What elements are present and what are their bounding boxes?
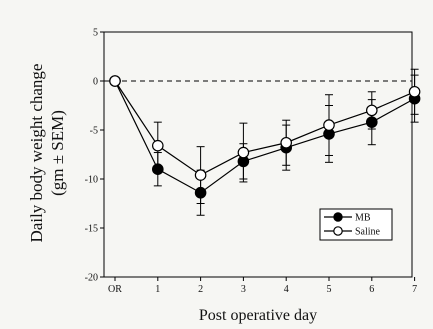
x-tick-label: 2 [198, 284, 203, 295]
y-tick-label: -10 [85, 175, 98, 186]
legend-label-saline: Saline [355, 227, 381, 238]
y-tick-label: -20 [85, 273, 98, 284]
y-tick-label: 5 [93, 28, 98, 39]
y-tick-label: -15 [85, 224, 98, 235]
legend: MB Saline [319, 208, 393, 241]
x-tick-label: 1 [155, 284, 160, 295]
legend-label-mb: MB [355, 213, 371, 224]
ticks-layer: 5 0 -5 -10 -15 -20 OR 1 2 3 4 5 6 7 [85, 28, 417, 296]
x-tick-label: 5 [327, 284, 332, 295]
y-axis-title-line1: Daily body weight change [27, 64, 46, 243]
y-axis-title: Daily body weight change (gm ± SEM) [27, 64, 67, 243]
data-point-saline [194, 169, 207, 181]
x-tick-label: 4 [284, 284, 289, 295]
y-tick-label: 0 [93, 77, 98, 88]
series-layer [109, 68, 421, 216]
legend-marker-mb [333, 212, 343, 222]
plot-frame [103, 31, 413, 278]
data-point-saline [109, 75, 121, 87]
data-point-saline [408, 85, 421, 98]
legend-box [319, 208, 393, 241]
data-point-saline [280, 136, 292, 149]
data-point-saline [152, 139, 164, 152]
data-point-saline [237, 146, 250, 159]
y-axis-title-line2: (gm ± SEM) [48, 110, 67, 196]
series-line-saline [114, 80, 415, 176]
data-point-mb [152, 163, 164, 175]
x-tick-label: 3 [241, 284, 246, 295]
y-tick-label: -5 [90, 126, 98, 137]
x-tick-label: OR [108, 284, 122, 295]
x-tick-label: 6 [369, 284, 374, 295]
data-point-mb [194, 186, 207, 199]
data-point-saline [365, 104, 378, 117]
data-point-saline [323, 119, 335, 131]
data-point-mb [365, 116, 378, 128]
series-line-mb [114, 80, 415, 194]
x-axis-title: Post operative day [199, 307, 317, 324]
x-tick-label: 7 [412, 284, 417, 295]
legend-marker-saline [333, 226, 343, 236]
